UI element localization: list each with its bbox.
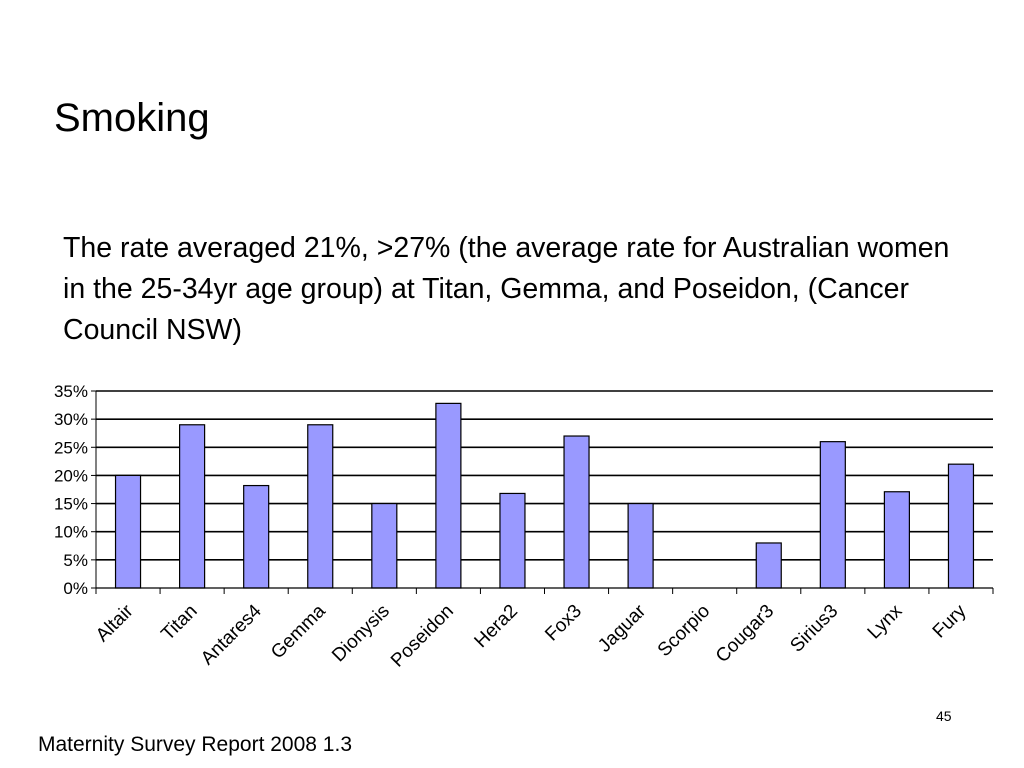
bar-antares4 [243, 484, 270, 589]
slide-title: Smoking [54, 96, 210, 140]
bar-titan [179, 424, 206, 589]
footer-text: Maternity Survey Report 2008 1.3 [38, 733, 352, 756]
slide-body-text: The rate averaged 21%, >27% (the average… [63, 232, 950, 346]
x-tick-label: Jaguar [594, 600, 650, 656]
x-tick-label: Gemma [267, 600, 330, 663]
bar-poseidon [435, 402, 462, 589]
y-tick-label: 15% [54, 495, 88, 514]
x-tick-label: Titan [157, 601, 201, 645]
y-tick-label: 35% [54, 382, 88, 401]
bar-hera2 [499, 492, 526, 589]
x-tick-label: Hera2 [471, 601, 522, 652]
bar-sirius3 [819, 441, 846, 589]
bar-fury [947, 463, 975, 589]
y-tick-label: 30% [54, 410, 88, 429]
x-tick-label: Lynx [864, 600, 907, 643]
x-tick-label: Cougar3 [712, 601, 778, 667]
bar-altair [114, 474, 142, 589]
bar-gemma [307, 424, 334, 589]
x-tick-label: Fury [929, 600, 971, 642]
y-tick-label: 10% [54, 523, 88, 542]
y-tick-label: 25% [54, 438, 88, 457]
y-tick-label: 0% [63, 579, 88, 598]
y-tick-label: 5% [63, 551, 88, 570]
x-tick-label: Sirius3 [786, 601, 842, 657]
y-tick-label: 20% [54, 466, 88, 485]
x-tick-label: Scorpio [654, 601, 714, 661]
page-number: 45 [936, 708, 952, 724]
bar-lynx [883, 491, 910, 589]
x-tick-label: Dionysis [328, 601, 394, 667]
x-tick-label: Poseidon [387, 601, 458, 672]
bar-cougar3 [755, 542, 782, 589]
bar-fox3 [563, 435, 590, 589]
x-tick-label: Antares4 [197, 600, 266, 669]
bar-dionysis [371, 502, 398, 589]
x-tick-label: Fox3 [541, 601, 586, 646]
bar-jaguar [627, 502, 654, 589]
x-tick-label: Altair [92, 600, 138, 646]
